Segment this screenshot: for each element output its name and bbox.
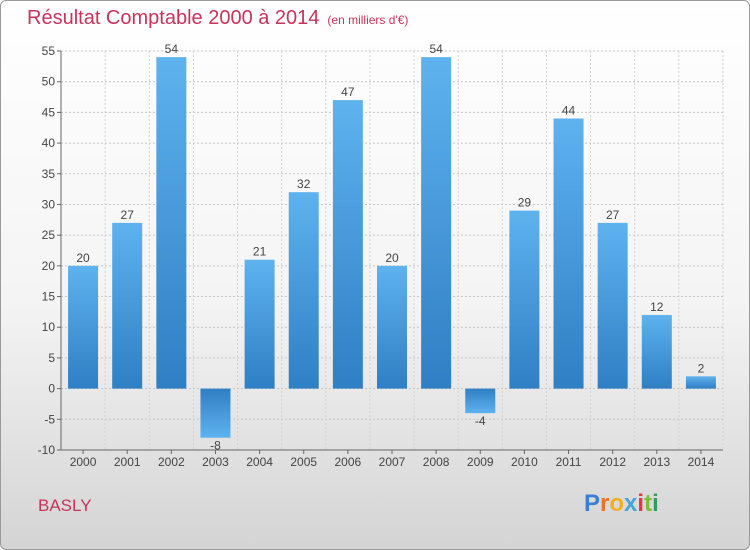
data-label: 2 xyxy=(698,361,705,375)
x-tick-label: 2007 xyxy=(379,455,406,469)
data-label: 12 xyxy=(650,300,664,314)
data-label: 44 xyxy=(562,104,576,118)
y-tick-label: 10 xyxy=(42,320,56,334)
y-tick-label: -5 xyxy=(44,412,55,426)
bars xyxy=(68,57,716,438)
bar xyxy=(509,210,540,389)
data-label: 27 xyxy=(121,208,135,222)
data-label: 32 xyxy=(297,177,311,191)
labels: 20 27 54 -8 21 32 47 20 54 -4 29 44 27 12 2 xyxy=(76,42,704,453)
data-label: 21 xyxy=(253,245,267,259)
y-tick-label: 25 xyxy=(42,228,56,242)
title-text: Résultat Comptable 2000 à 2014 xyxy=(27,7,320,29)
x-tick-label: 2010 xyxy=(511,455,538,469)
x-tick-label: 2012 xyxy=(599,455,626,469)
x-tick-label: 2005 xyxy=(290,455,317,469)
logo-letter: i xyxy=(652,490,659,517)
logo-letter: o xyxy=(609,490,625,517)
bar xyxy=(553,118,584,389)
bar xyxy=(156,57,187,389)
data-label: 47 xyxy=(341,85,355,99)
y-tick-label: 50 xyxy=(42,75,56,89)
bar xyxy=(641,314,672,389)
data-label: 20 xyxy=(76,251,90,265)
bar xyxy=(200,388,231,438)
y-tick-label: 40 xyxy=(42,136,56,150)
bar xyxy=(597,222,628,389)
x-tick-label: 2003 xyxy=(202,455,229,469)
y-tick-label: 15 xyxy=(42,290,56,304)
bar xyxy=(244,259,275,389)
subtitle-text: (en milliers d'€) xyxy=(327,13,409,27)
bar xyxy=(288,192,319,389)
y-tick-label: 5 xyxy=(48,351,55,365)
x-tick-label: 2004 xyxy=(246,455,273,469)
logo-letter: x xyxy=(624,490,638,517)
bar xyxy=(332,100,363,389)
data-label: 29 xyxy=(518,196,532,210)
y-tick-label: 45 xyxy=(42,105,56,119)
data-label: 54 xyxy=(429,42,443,56)
bar xyxy=(377,265,407,389)
y-tick-label: 55 xyxy=(42,44,56,58)
grid-lines xyxy=(60,50,724,451)
chart-title: Résultat Comptable 2000 à 2014 (en millie… xyxy=(27,7,408,30)
y-tick-label: -10 xyxy=(38,443,56,457)
x-tick-label: 2006 xyxy=(335,455,362,469)
proxiti-logo: Proxiti xyxy=(584,490,659,518)
data-label: 27 xyxy=(606,208,620,222)
x-tick-label: 2002 xyxy=(158,455,185,469)
logo-letter: r xyxy=(600,490,610,517)
x-tick-label: 2014 xyxy=(688,455,715,469)
y-tick-label: 20 xyxy=(42,259,56,273)
logo-letter: t xyxy=(644,490,653,517)
data-label: -4 xyxy=(475,414,486,428)
x-tick-label: 2009 xyxy=(467,455,494,469)
logo-letter: i xyxy=(637,490,645,517)
axes: -10 -5 0 5 10 15 20 25 30 35 40 45 50 55 2000 2001 2002 2… xyxy=(38,44,723,469)
bar xyxy=(112,222,143,389)
y-tick-label: 30 xyxy=(42,197,56,211)
bar xyxy=(465,388,496,414)
location-name: BASLY xyxy=(38,496,92,515)
bar xyxy=(68,265,99,389)
data-label: -8 xyxy=(210,439,221,453)
bar xyxy=(421,57,452,389)
bar xyxy=(685,376,716,389)
data-label: 20 xyxy=(385,251,399,265)
x-tick-label: 2011 xyxy=(556,455,582,469)
x-tick-label: 2008 xyxy=(423,455,450,469)
y-tick-label: 35 xyxy=(42,167,56,181)
y-tick-label: 0 xyxy=(48,382,55,396)
data-label: 54 xyxy=(165,42,179,56)
x-tick-label: 2001 xyxy=(114,455,141,469)
x-tick-label: 2000 xyxy=(70,455,97,469)
x-tick-label: 2013 xyxy=(643,455,670,469)
logo-letter: P xyxy=(584,490,601,517)
